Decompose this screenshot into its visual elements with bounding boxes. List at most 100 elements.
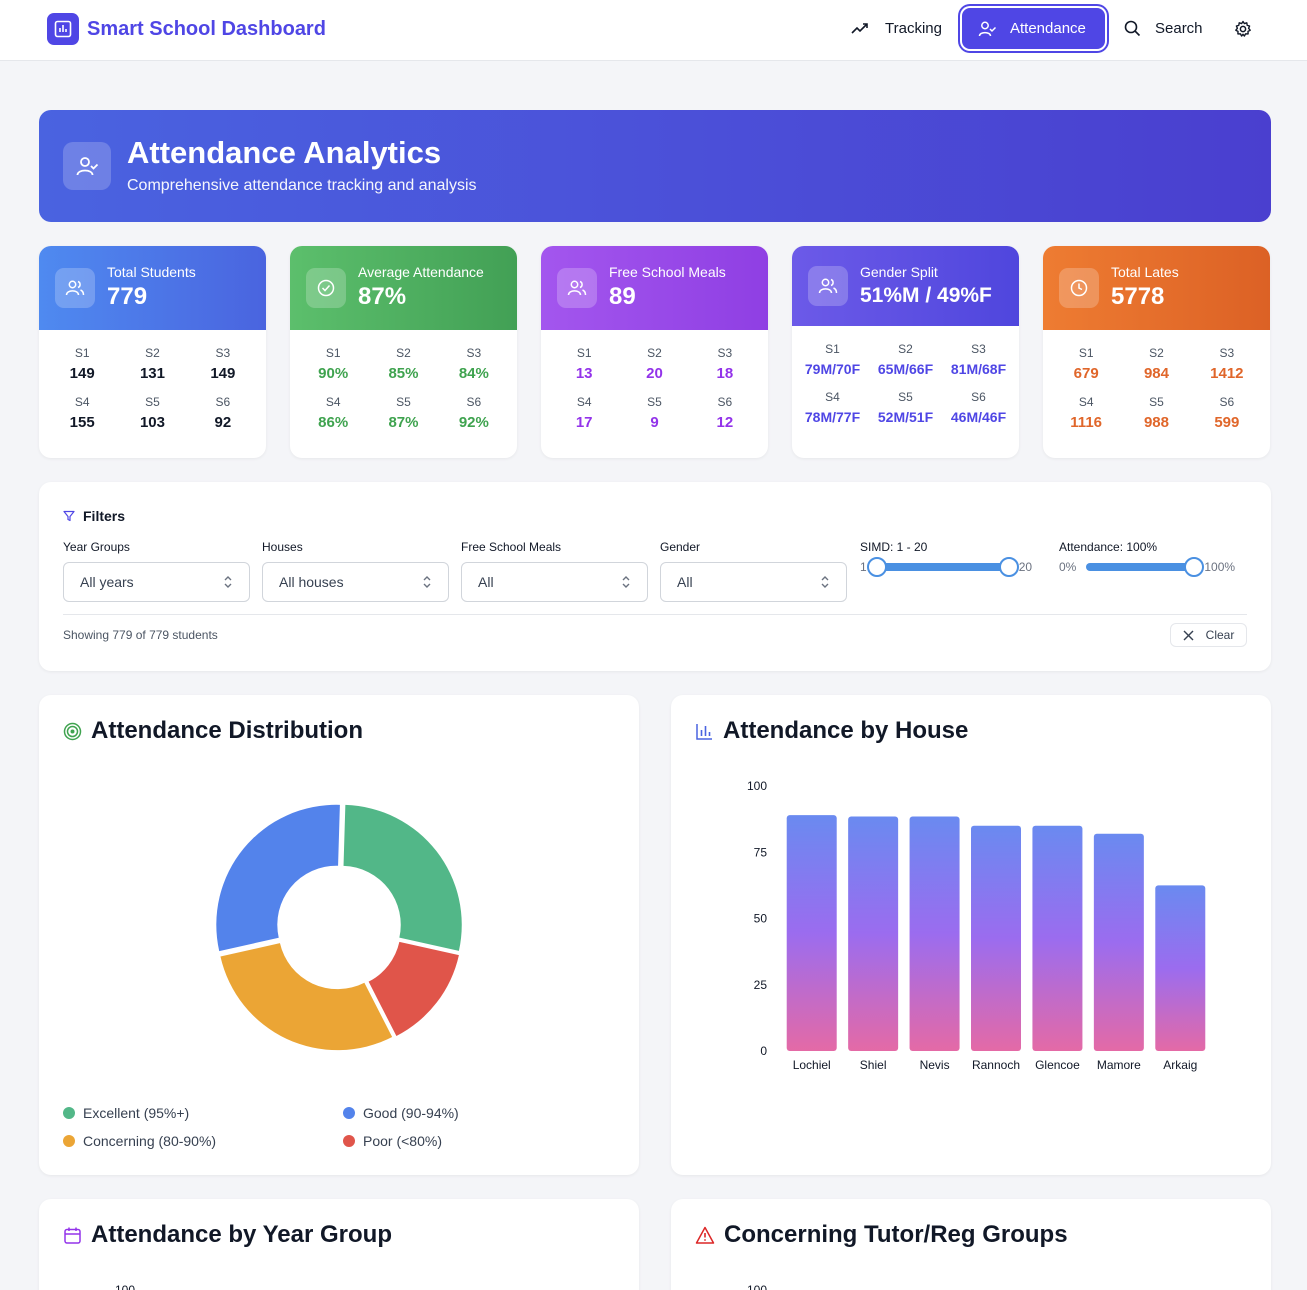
stat-card-gender-split: Gender Split 51%M / 49%F S1 79M/70F S2 65M… [792, 246, 1019, 458]
legend-item[interactable]: Concerning (80-90%) [63, 1133, 343, 1149]
filter-label: SIMD: 1 - 20 [860, 540, 928, 554]
filter-label: Houses [262, 540, 303, 554]
x-tick-label: Shiel [860, 1058, 887, 1072]
bar-arkaig[interactable] [1155, 885, 1206, 1051]
x-tick-label: Rannoch [972, 1058, 1020, 1072]
nav-search-label: Search [1155, 20, 1203, 37]
legend-swatch [63, 1107, 75, 1119]
stat-value: 5778 [1111, 283, 1165, 310]
legend-item[interactable]: Good (90-94%) [343, 1105, 623, 1121]
breakdown-cell: S6 46M/46F [950, 390, 1007, 425]
bar-glencoe[interactable] [1032, 825, 1083, 1051]
y-tick-label: 100 [115, 1283, 136, 1290]
attendance-by-house-panel: Attendance by House 100 75 50 25 0 Lochiel Shi… [671, 695, 1271, 1175]
attendance-by-house-chart: 100 75 50 25 0 Lochiel Shiel Nevis Rannoch Glenco… [747, 779, 1206, 1072]
bar-rannoch[interactable] [971, 825, 1021, 1051]
filter-gender: Gender All [660, 540, 847, 602]
y-tick-label: 75 [754, 845, 768, 859]
breakdown-cell: S6 92 [214, 395, 232, 431]
range-max-label: 100% [1204, 560, 1236, 574]
bar-lochiel[interactable] [786, 815, 837, 1051]
nav-attendance-label: Attendance [1010, 20, 1086, 37]
breakdown-cell: S3 81M/68F [950, 342, 1007, 377]
breakdown-cell: S6 12 [716, 395, 734, 431]
attendance-slider[interactable] [1086, 557, 1205, 577]
filter-icon [63, 510, 75, 522]
breakdown-cell: S3 18 [716, 346, 734, 382]
donut-slice-poor[interactable] [368, 941, 459, 1036]
breakdown-cell: S4 78M/77F [804, 390, 861, 425]
stat-label: Free School Meals [609, 264, 726, 280]
panel-title: Attendance by House [695, 717, 968, 745]
donut-slice-good[interactable] [216, 804, 340, 952]
legend-item[interactable]: Poor (<80%) [343, 1133, 623, 1149]
chevron-up-down-icon [821, 576, 829, 588]
simd-high-handle[interactable] [998, 557, 1019, 577]
gear-icon [1235, 20, 1251, 37]
select-value: All years [80, 574, 134, 590]
breakdown-cell: S3 149 [210, 346, 236, 382]
breakdown-cell: S2 85% [388, 346, 419, 382]
warning-icon [695, 1226, 715, 1244]
bar-shiel[interactable] [848, 816, 899, 1051]
range-max-label: 20 [1018, 560, 1033, 574]
nav-search[interactable]: Search [1124, 8, 1203, 49]
breakdown-cell: S1 90% [318, 346, 349, 382]
chevron-up-down-icon [224, 576, 232, 588]
stat-value: 779 [107, 283, 148, 310]
nav-attendance[interactable]: Attendance [962, 8, 1105, 49]
top-nav: Smart School Dashboard Tracking Attendan… [0, 0, 1307, 61]
bar-mamore[interactable] [1093, 833, 1144, 1051]
year-groups-select[interactable]: All years [63, 562, 250, 602]
chevron-up-down-icon [622, 576, 630, 588]
stat-card-free-school-meals: Free School Meals 89 S1 13 S2 20 S3 18 S4 17… [541, 246, 768, 458]
clear-filters-button[interactable]: Clear [1170, 623, 1247, 647]
filter-label: Free School Meals [461, 540, 562, 554]
stat-card-total-lates: Total Lates 5778 S1 679 S2 984 S3 1412 S4 11… [1043, 246, 1270, 458]
legend-item[interactable]: Excellent (95%+) [63, 1105, 343, 1121]
breakdown-cell: S1 79M/70F [804, 342, 861, 377]
y-tick-label: 25 [754, 978, 768, 992]
settings-button[interactable] [1234, 20, 1268, 38]
breakdown-cell: S3 84% [458, 346, 489, 382]
houses-select[interactable]: All houses [262, 562, 449, 602]
page-subtitle: Comprehensive attendance tracking and an… [127, 177, 477, 194]
simd-low-handle[interactable] [866, 557, 887, 577]
breakdown-cell: S5 87% [388, 395, 419, 431]
attendance-by-year-panel: Attendance by Year Group 100 [39, 1199, 639, 1290]
breakdown-cell: S2 65M/66F [877, 342, 934, 377]
breakdown-cell: S5 103 [139, 395, 165, 431]
x-tick-label: Nevis [920, 1058, 950, 1072]
range-min-label: 0% [1059, 560, 1077, 574]
chevron-up-down-icon [423, 576, 431, 588]
fsm-select[interactable]: All [461, 562, 648, 602]
breakdown-cell: S1 13 [575, 346, 593, 382]
user-check-icon [978, 21, 996, 36]
bar-nevis[interactable] [909, 816, 960, 1051]
panel-title: Concerning Tutor/Reg Groups [695, 1221, 1068, 1249]
nav-tracking[interactable]: Tracking [851, 8, 942, 49]
calendar-icon [64, 1227, 81, 1244]
filter-label: Attendance: 100% [1059, 540, 1158, 554]
simd-range-slider[interactable] [866, 557, 1019, 577]
users-icon [557, 268, 597, 308]
filter-label: Gender [660, 540, 701, 554]
filters-title: Filters [63, 508, 125, 524]
search-icon [1124, 20, 1141, 37]
breakdown-cell: S5 9 [647, 395, 662, 431]
stat-label: Average Attendance [358, 264, 484, 280]
breakdown-cell: S4 86% [318, 395, 349, 431]
donut-slice-excellent[interactable] [343, 804, 462, 951]
bar-chart-icon [47, 13, 79, 45]
filter-free-school-meals: Free School Meals All [461, 540, 648, 602]
gender-select[interactable]: All [660, 562, 847, 602]
brand[interactable]: Smart School Dashboard [47, 13, 326, 45]
target-icon [63, 722, 82, 740]
donut-slice-concerning[interactable] [220, 943, 393, 1051]
hero-banner: Attendance Analytics Comprehensive atten… [39, 110, 1271, 222]
results-count: Showing 779 of 779 students [63, 628, 218, 642]
attendance-handle[interactable] [1184, 557, 1205, 577]
x-tick-label: Mamore [1097, 1058, 1141, 1072]
panel-title: Attendance by Year Group [63, 1221, 392, 1249]
select-value: All [478, 574, 494, 590]
